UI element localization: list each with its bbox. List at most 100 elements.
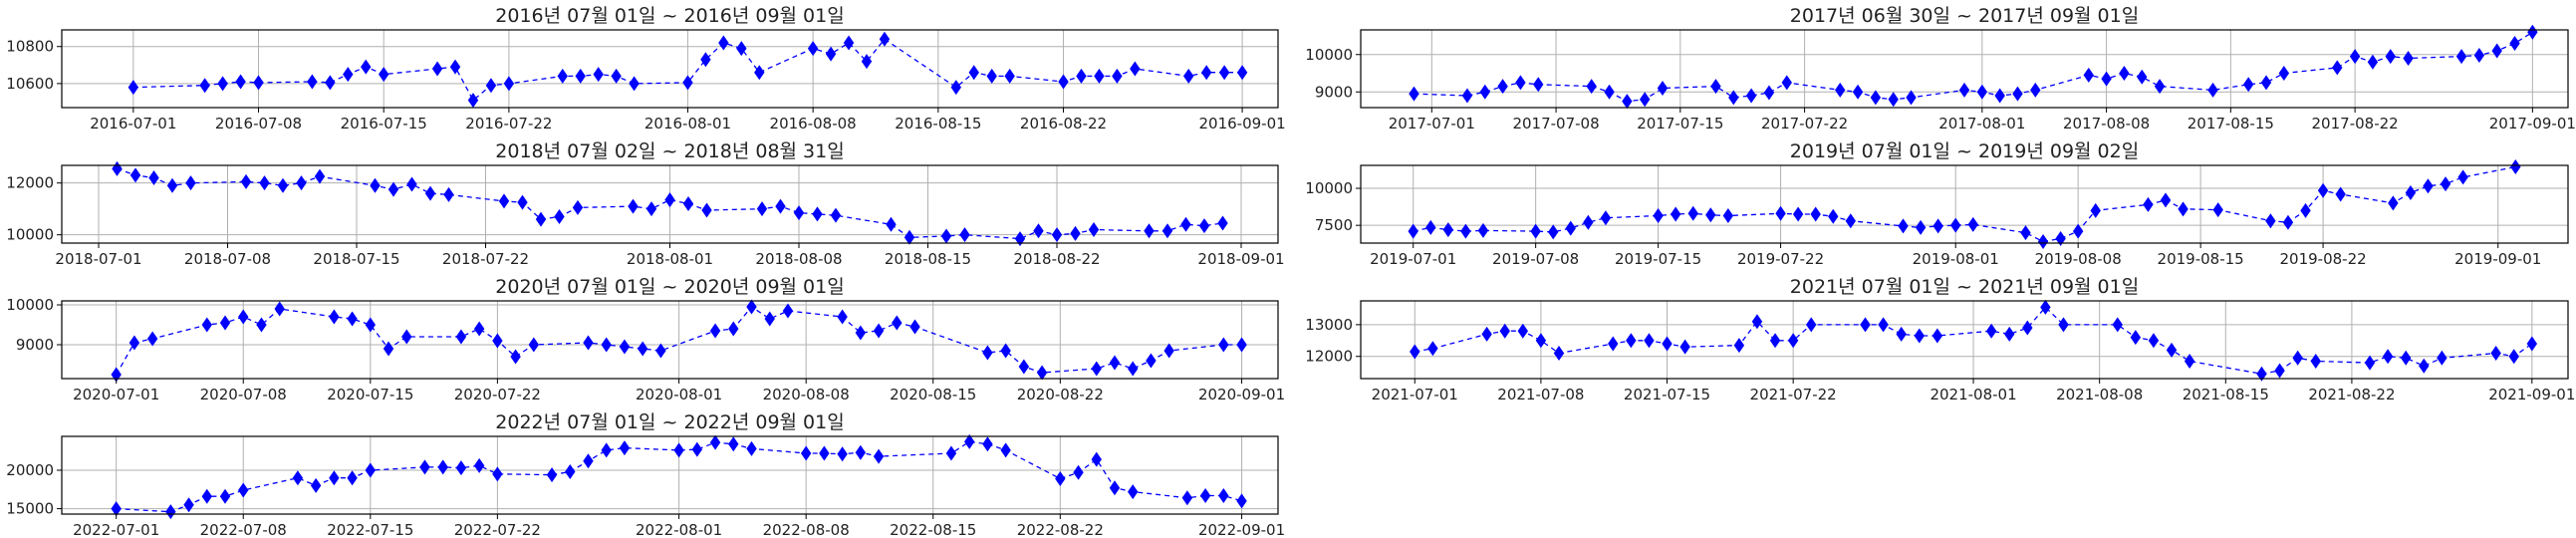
x-tick-label: 2022-07-15 — [327, 521, 413, 538]
data-point-marker — [873, 323, 885, 339]
x-tick-label: 2019-07-08 — [1492, 250, 1579, 268]
y-tick-label: 12000 — [6, 174, 54, 192]
x-tick-label: 2018-08-01 — [627, 250, 713, 268]
data-point-marker — [611, 68, 622, 84]
data-point-marker — [1051, 227, 1063, 243]
data-point-marker — [277, 177, 289, 193]
y-tick-label: 12000 — [1305, 348, 1353, 366]
data-point-marker — [498, 193, 510, 209]
data-point-marker — [1950, 217, 1961, 233]
data-point-marker — [274, 301, 285, 317]
data-point-marker — [1198, 218, 1210, 234]
x-tick-label: 2017-09-01 — [2489, 115, 2576, 133]
data-point-marker — [2072, 223, 2084, 239]
data-point-marker — [259, 175, 270, 191]
data-point-marker — [455, 329, 467, 345]
data-point-marker — [800, 445, 812, 461]
data-point-marker — [387, 181, 399, 197]
data-point-marker — [2509, 36, 2520, 51]
data-point-marker — [1033, 223, 1044, 239]
data-point-marker — [217, 76, 228, 92]
data-point-marker — [1199, 487, 1211, 503]
subplot-7: 2022-07-01 2022-07-08 2022-07-15 2022-07-22… — [6, 411, 1285, 538]
data-point-marker — [1218, 487, 1229, 503]
y-tick-label: 10000 — [6, 226, 54, 244]
subplot-2: 2017-07-01 2017-07-08 2017-07-15 2017-07-22… — [1305, 5, 2576, 133]
data-point-marker — [1094, 68, 1105, 84]
data-point-marker — [546, 467, 558, 483]
data-point-marker — [1515, 75, 1526, 91]
data-point-marker — [2040, 299, 2051, 315]
data-point-marker — [2490, 346, 2501, 362]
x-tick-label: 2018-07-01 — [55, 250, 141, 268]
x-tick-label: 2016-07-01 — [90, 115, 176, 133]
data-point-marker — [583, 335, 594, 351]
data-point-marker — [2423, 178, 2434, 194]
data-point-marker — [1460, 223, 1471, 239]
plot-frame — [61, 300, 1279, 380]
data-point-marker — [619, 440, 631, 456]
data-point-marker — [2455, 49, 2467, 65]
data-point-marker — [2403, 51, 2414, 66]
data-point-marker — [219, 488, 231, 504]
data-point-marker — [1914, 328, 1925, 344]
x-tick-label: 2016-07-15 — [341, 115, 427, 133]
data-point-marker — [1888, 92, 1899, 108]
y-tick-label: 13000 — [1305, 316, 1353, 334]
data-point-marker — [165, 504, 176, 520]
data-point-marker — [2473, 48, 2485, 63]
x-tick-label: 2019-08-22 — [2279, 250, 2366, 268]
data-point-marker — [1112, 68, 1123, 84]
data-point-marker — [655, 343, 666, 359]
x-tick-label: 2017-07-08 — [1512, 115, 1599, 133]
data-point-marker — [1565, 220, 1576, 236]
data-point-marker — [2419, 358, 2430, 374]
x-tick-label: 2017-08-08 — [2063, 115, 2150, 133]
data-point-marker — [1967, 216, 1978, 232]
plot-frame — [1360, 29, 2569, 109]
data-point-marker — [2388, 195, 2399, 211]
x-tick-label: 2020-07-15 — [327, 386, 413, 404]
x-tick-label: 2019-09-01 — [2454, 250, 2541, 268]
x-tick-label: 2020-08-22 — [1017, 386, 1104, 404]
data-point-marker — [2310, 353, 2321, 369]
data-point-marker — [1626, 333, 1637, 349]
data-point-marker — [637, 341, 648, 357]
data-point-marker — [1073, 464, 1084, 480]
data-point-marker — [370, 177, 381, 193]
data-point-marker — [1769, 333, 1781, 349]
subplot-title: 2020년 07월 01일 ~ 2020년 09월 01일 — [495, 276, 844, 298]
data-point-marker — [1583, 214, 1594, 230]
y-tick-label: 10000 — [6, 296, 54, 314]
data-point-marker — [253, 75, 264, 91]
data-point-marker — [819, 445, 830, 461]
data-point-marker — [2332, 60, 2343, 76]
data-point-marker — [1548, 224, 1559, 240]
data-point-marker — [1662, 336, 1673, 352]
data-point-marker — [129, 167, 141, 183]
x-tick-label: 2019-07-15 — [1615, 250, 1701, 268]
data-point-marker — [2119, 66, 2130, 81]
data-point-marker — [1000, 442, 1011, 458]
data-point-marker — [473, 321, 485, 337]
x-tick-label: 2022-08-15 — [890, 521, 976, 538]
data-point-marker — [2274, 363, 2285, 379]
data-point-marker — [775, 198, 786, 214]
data-point-marker — [2160, 192, 2172, 208]
x-tick-label: 2018-08-15 — [885, 250, 971, 268]
data-point-marker — [219, 315, 231, 331]
data-point-marker — [1622, 94, 1633, 110]
data-point-marker — [256, 317, 267, 333]
x-tick-label: 2021-07-22 — [1750, 386, 1837, 404]
data-point-marker — [1604, 84, 1615, 100]
data-point-marker — [296, 175, 307, 191]
x-tick-label: 2021-08-22 — [2308, 386, 2395, 404]
data-point-marker — [1870, 90, 1882, 106]
data-point-marker — [111, 501, 122, 517]
x-tick-label: 2021-07-01 — [1372, 386, 1458, 404]
data-point-marker — [2256, 366, 2267, 382]
y-tick-label: 10600 — [6, 75, 54, 93]
data-point-marker — [986, 68, 997, 84]
data-point-marker — [2437, 350, 2447, 366]
data-point-marker — [1481, 326, 1492, 342]
